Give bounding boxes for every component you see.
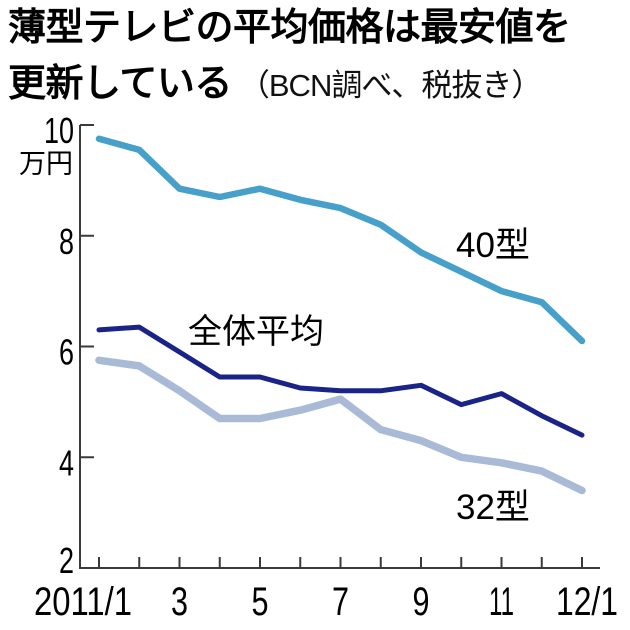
y-tick-label: 4 <box>59 442 74 483</box>
x-tick-label: 7 <box>332 580 349 624</box>
chart-title-line2: 更新している <box>8 62 232 105</box>
y-tick-label: 8 <box>59 221 74 262</box>
x-tick-label: 3 <box>171 580 188 624</box>
y-tick-label: 10 <box>44 110 74 151</box>
series-label-40型: 40型 <box>456 226 530 265</box>
chart-source-note: （BCN調べ、税抜き） <box>238 67 542 103</box>
series-label-32型: 32型 <box>456 488 530 527</box>
series-label-全体平均: 全体平均 <box>188 313 324 351</box>
y-tick-label: 6 <box>59 332 74 373</box>
chart-title-line1: 薄型テレビの平均価格は最安値を <box>8 7 571 49</box>
x-tick-label: 12/1 <box>556 580 618 624</box>
series-line-32型 <box>95 356 586 495</box>
y-tick-label: 2 <box>59 540 74 581</box>
series-line-40型 <box>95 135 586 345</box>
x-tick-label: 5 <box>252 580 269 624</box>
y-axis-unit-label: 万円 <box>19 149 73 179</box>
x-tick-label: 11 <box>489 580 514 624</box>
x-tick-label: 9 <box>413 580 430 624</box>
series-line-全体平均 <box>96 324 585 438</box>
chart-header: 薄型テレビの平均価格は最安値を 更新している （BCN調べ、税抜き） <box>8 6 571 107</box>
x-tick-label: 2011/1 <box>34 580 132 624</box>
